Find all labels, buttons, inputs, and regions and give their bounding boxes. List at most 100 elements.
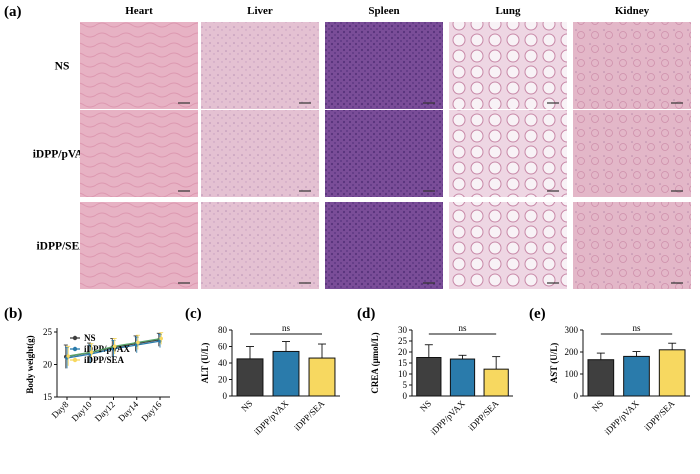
data-point-idpp-sea (89, 350, 94, 354)
tile-texture (573, 22, 691, 109)
row-title-idpp-pvax: iDPP/pVAX (33, 149, 92, 161)
data-point-idpp-sea (159, 336, 163, 341)
y-tick-label: 200 (565, 347, 579, 357)
tile-texture (449, 202, 567, 289)
bar-ns (236, 358, 264, 397)
data-point-idpp-sea (66, 354, 70, 358)
panel-label-d: (d) (357, 306, 375, 322)
tile-texture (573, 202, 691, 289)
tile-texture (80, 110, 198, 197)
significance-label: ns (458, 323, 467, 333)
y-tick-label: 0 (574, 391, 579, 401)
column-title-lung: Lung (495, 5, 521, 17)
x-tick-label: NS (590, 398, 605, 413)
x-tick-label: iDPP/SEA (642, 398, 677, 433)
legend-label-idpp-sea: iDPP/SEA (84, 355, 125, 365)
row-title-ns: NS (55, 61, 70, 73)
legend-marker-idpp-pvax (72, 346, 78, 352)
y-tick-label: 5 (403, 380, 408, 390)
y-axis-title: CREA (μmol/L) (370, 332, 380, 393)
histology-tile-ns-lung (449, 22, 567, 109)
histology-tile-idpp-sea-kidney (573, 202, 691, 289)
histology-tile-idpp-pvax-kidney (573, 110, 691, 197)
tile-texture (201, 202, 319, 289)
y-tick-label: 25 (43, 327, 53, 337)
histology-grid: Heart Liver Spleen Lung Kidney NS iDPP/pVAX iDP… (33, 5, 691, 289)
y-tick-label: 15 (398, 358, 408, 368)
histology-tile-idpp-pvax-liver (201, 110, 319, 197)
tile-texture (80, 22, 198, 109)
x-tick-label: iDPP/pVAX (602, 398, 641, 437)
bar-idpp-pvax (449, 358, 476, 397)
column-title-kidney: Kidney (615, 5, 650, 17)
x-tick-label: Day8 (50, 399, 71, 420)
data-point-idpp-sea (112, 344, 117, 349)
x-tick-label: Day16 (139, 399, 163, 423)
column-title-heart: Heart (125, 5, 153, 17)
panel-label-c: (c) (185, 306, 202, 322)
legend-label-ns: NS (84, 333, 96, 343)
histology-tile-ns-kidney (573, 22, 691, 109)
tile-texture (325, 202, 443, 289)
panel-label-b: (b) (4, 306, 22, 322)
x-tick-label: iDPP/SEA (466, 398, 501, 433)
panel-label-e: (e) (529, 306, 546, 322)
tile-texture (325, 22, 443, 109)
y-tick-label: 80 (218, 325, 228, 335)
tile-texture (201, 110, 319, 197)
tile-texture (449, 22, 567, 109)
y-tick-label: 0 (403, 391, 408, 401)
bar-idpp-sea (483, 368, 509, 397)
y-axis-title: AST (U/L) (549, 343, 559, 384)
histology-tile-idpp-pvax-heart (80, 110, 198, 197)
significance-label: ns (282, 323, 291, 333)
tile-texture (573, 110, 691, 197)
row-title-idpp-sea: iDPP/SEA (36, 241, 88, 253)
histology-tile-ns-heart (80, 22, 198, 109)
body-weight-chart: 15 20 25 Day8 Day10 Day12 Day14 Day16 Body weigh… (25, 327, 170, 423)
histology-tile-idpp-pvax-spleen (325, 110, 443, 197)
y-tick-label: 20 (218, 375, 228, 385)
y-tick-label: 60 (218, 342, 228, 352)
histology-tile-ns-liver (201, 22, 319, 109)
x-tick-label: iDPP/pVAX (428, 398, 467, 437)
y-tick-label: 20 (43, 360, 53, 370)
bar-idpp-pvax (272, 350, 300, 397)
x-tick-label: NS (418, 398, 433, 413)
histology-tile-ns-spleen (325, 22, 443, 109)
y-tick-label: 25 (398, 336, 408, 346)
y-tick-label: 40 (218, 358, 228, 368)
y-axis-title: Body weight(g) (25, 335, 35, 393)
y-tick-label: 20 (398, 347, 408, 357)
column-title-spleen: Spleen (368, 5, 399, 17)
x-tick-label: Day10 (70, 399, 94, 423)
y-tick-label: 100 (565, 369, 579, 379)
y-axis-title: ALT (U/L) (200, 343, 210, 384)
bar-idpp-pvax (623, 355, 650, 397)
tile-texture (449, 110, 567, 197)
legend-marker-ns (72, 335, 78, 341)
bar-ns (416, 357, 442, 397)
bar-ns (587, 359, 615, 397)
histology-tile-idpp-sea-heart (80, 202, 198, 289)
histology-tile-idpp-pvax-lung (449, 110, 567, 197)
x-tick-label: iDPP/pVAX (252, 398, 291, 437)
legend-label-idpp-pvax: iDPP/pVAX (84, 344, 130, 354)
significance-label: ns (632, 323, 641, 333)
histology-tile-idpp-sea-lung (449, 202, 567, 289)
x-tick-label: Day14 (116, 399, 140, 423)
bar-idpp-sea (658, 349, 686, 397)
bar-idpp-sea (308, 357, 336, 397)
histology-tile-idpp-sea-spleen (325, 202, 443, 289)
x-tick-label: NS (239, 398, 254, 413)
y-tick-label: 30 (398, 325, 408, 335)
y-tick-label: 10 (398, 369, 408, 379)
y-tick-label: 0 (223, 391, 228, 401)
y-tick-label: 300 (565, 325, 579, 335)
column-title-liver: Liver (247, 5, 273, 17)
tile-texture (325, 110, 443, 197)
